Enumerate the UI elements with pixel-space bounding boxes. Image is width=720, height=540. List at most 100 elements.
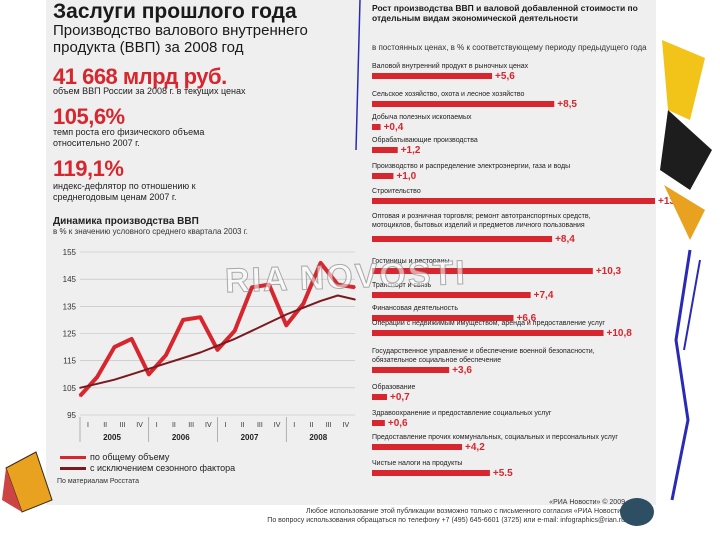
bar-chart-subtitle: в постоянных ценах, в % к соответствующе… <box>372 43 647 52</box>
bar-value-label: +5.5 <box>493 468 513 479</box>
data-point <box>302 306 305 309</box>
bar-category-label: Чистые налоги на продукты <box>372 460 462 467</box>
bar-category-label: Гостиницы и рестораны <box>372 258 449 265</box>
data-point <box>285 313 288 316</box>
footer-contact: По вопросу использования обращаться по т… <box>267 517 625 524</box>
bar-value-label: +10,3 <box>596 266 622 277</box>
data-point <box>216 349 219 351</box>
bar-category-label: Сельское хозяйство, охота и лесное хозяй… <box>372 90 524 98</box>
data-point <box>130 373 133 376</box>
bar-category-line: обязательное социальное обеспечение <box>372 356 501 364</box>
legend-seasonal: с исключением сезонного фактора <box>60 463 235 473</box>
bar-category-label: Предоставление прочих коммунальных, соци… <box>372 434 618 441</box>
y-tick-label: 95 <box>67 411 76 420</box>
legend-total: по общему объему <box>60 452 169 462</box>
bar-category-line: Предоставление прочих коммунальных, соци… <box>372 434 618 441</box>
bar-category-label: Государственное управление и обеспечение… <box>372 347 595 364</box>
stat-gdp-value: 41 668 млрд руб. <box>53 64 227 89</box>
x-quarter-label: II <box>241 422 245 429</box>
legend-seasonal-swatch <box>60 467 86 471</box>
stat-growth-caption: темп роста его физического объема относи… <box>53 127 205 148</box>
bar-category-label: Здравоохранение и предоставление социаль… <box>372 410 552 417</box>
x-quarter-label: II <box>309 422 313 429</box>
bar-chart-title: Рост производства ВВП и валовой добавлен… <box>372 3 638 23</box>
data-point <box>79 395 81 397</box>
data-point <box>337 294 339 297</box>
bar <box>372 173 394 179</box>
bar-category-label: Валовой внутренний продукт в рыночных це… <box>372 62 529 70</box>
bar-value-label: +1,0 <box>396 171 416 182</box>
data-point <box>251 329 253 332</box>
bar <box>372 124 381 130</box>
stat-deflator-caption: индекс-дефлятор по отношению к среднегод… <box>53 181 196 202</box>
bar <box>372 315 514 321</box>
bar-category-label: Финансовая деятельность <box>372 305 458 312</box>
x-quarter-label: IV <box>136 422 143 429</box>
data-point <box>216 344 219 347</box>
x-quarter-label: III <box>257 422 263 429</box>
bar <box>372 394 388 400</box>
bar <box>372 236 553 242</box>
line-chart-subtitle: в % к значению условного среднего кварта… <box>53 227 248 236</box>
data-point <box>199 351 202 354</box>
legend-seasonal-label: с исключением сезонного фактора <box>90 463 236 473</box>
x-quarter-label: I <box>293 422 295 429</box>
bar-category-line: Добыча полезных ископаемых <box>372 113 472 121</box>
stat-deflator-value: 119,1% <box>53 156 124 181</box>
legend-total-swatch <box>60 456 86 460</box>
bar-category-line: Строительство <box>372 188 421 195</box>
footer-usage: Любое использование этой публикации возм… <box>306 508 625 515</box>
bar-value-label: +5,6 <box>495 71 515 82</box>
footer-copyright: «РИА Новости» © 2009 <box>549 499 625 506</box>
bar-category-line: Сельское хозяйство, охота и лесное хозяй… <box>372 90 524 98</box>
data-point <box>233 338 236 340</box>
y-tick-label: 125 <box>63 330 77 339</box>
data-point <box>285 324 288 327</box>
y-tick-label: 135 <box>63 302 77 311</box>
stat-gdp-caption: объем ВВП России за 2008 г. в текущих це… <box>53 86 246 96</box>
bar-category-line: Транспорт и связь <box>372 282 432 289</box>
bar-category-label: Производство и распределение электроэнер… <box>372 163 570 170</box>
data-point <box>268 321 270 324</box>
infographic-subtitle: Производство валового внутреннего продук… <box>53 22 308 56</box>
data-point <box>319 262 322 264</box>
y-tick-label: 115 <box>63 357 76 366</box>
x-quarter-label: II <box>103 422 107 429</box>
y-tick-label: 105 <box>63 384 77 393</box>
bar-category-line: Чистые налоги на продукты <box>372 460 462 467</box>
bar-category-line: Обрабатывающие производства <box>372 136 478 144</box>
bar <box>372 444 463 450</box>
x-quarter-label: III <box>326 422 332 429</box>
data-point <box>182 357 184 359</box>
data-point <box>199 316 202 318</box>
bar <box>372 470 490 476</box>
bar-category-line: Здравоохранение и предоставление социаль… <box>372 410 552 417</box>
infographic-title: Заслуги прошлого года <box>53 0 297 23</box>
x-quarter-label: IV <box>343 422 350 429</box>
source-note: По материалам Росстата <box>57 478 140 485</box>
x-year-label: 2006 <box>172 433 190 442</box>
line-chart-title: Динамика производства ВВП <box>53 216 199 227</box>
x-quarter-label: I <box>87 422 89 429</box>
bar-category-line: Гостиницы и рестораны <box>372 258 449 265</box>
bar-category-line: Производство и распределение электроэнер… <box>372 163 570 170</box>
bar-category-label: Добыча полезных ископаемых <box>372 113 472 121</box>
bar-category-label: Оптовая и розничная торговля; ремонт авт… <box>372 213 591 229</box>
x-year-label: 2008 <box>309 433 327 442</box>
x-quarter-label: II <box>172 422 176 429</box>
x-quarter-label: I <box>156 422 158 429</box>
data-point <box>319 300 322 302</box>
data-point <box>96 382 98 385</box>
data-point <box>233 329 236 332</box>
bar <box>372 73 493 79</box>
x-year-label: 2007 <box>241 433 259 442</box>
bar <box>372 420 385 426</box>
x-quarter-label: IV <box>205 422 212 429</box>
data-point <box>268 283 270 286</box>
bar-value-label: +7,4 <box>534 290 554 301</box>
bar <box>372 147 398 153</box>
bar-value-label: +0,6 <box>388 418 408 429</box>
bar-category-line: Образование <box>372 383 415 391</box>
